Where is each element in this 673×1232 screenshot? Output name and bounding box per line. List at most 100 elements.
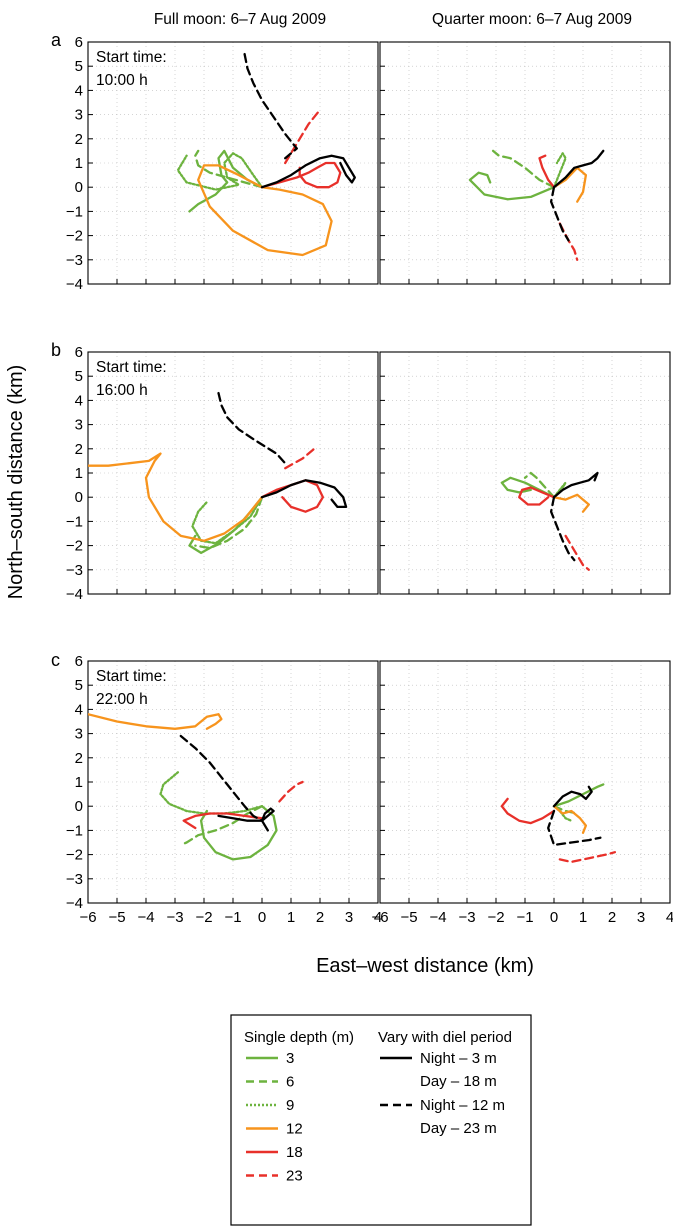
legend-single-title: Single depth (m) xyxy=(244,1029,354,1046)
series-line-12 xyxy=(552,166,588,203)
y-tick-label: 1 xyxy=(75,155,83,172)
series-group xyxy=(88,391,348,555)
series-line-night-3-m-day-18-m xyxy=(552,785,593,808)
legend-label: Night – 3 m xyxy=(420,1050,497,1067)
series-line-3 xyxy=(552,783,605,808)
series-line-6 xyxy=(523,471,556,499)
x-tick-label: 3 xyxy=(345,909,353,926)
y-tick-label: −1 xyxy=(66,822,83,839)
x-tick-label: −1 xyxy=(224,909,241,926)
y-tick-label: 5 xyxy=(75,677,83,694)
y-tick-label: 3 xyxy=(75,726,83,743)
series-line-12 xyxy=(197,164,333,257)
x-tick-label: 4 xyxy=(374,909,382,926)
y-tick-label: 2 xyxy=(75,131,83,148)
y-tick-label: 1 xyxy=(75,465,83,482)
panel-a-full: −4 −3 −2 −1 0 1 2 3 4 5 6 Start time: 10:00 h xyxy=(66,34,379,293)
x-tick-label: 4 xyxy=(666,909,673,926)
panel-a-quarter xyxy=(379,41,671,285)
series-line-3 xyxy=(188,496,264,555)
y-tick-label: 4 xyxy=(75,82,83,99)
series-line-9 xyxy=(552,152,567,189)
legend-vary-title: Vary with diel period xyxy=(378,1029,512,1046)
y-tick-label: 1 xyxy=(75,774,83,791)
series-line-18 xyxy=(518,486,556,506)
series-group xyxy=(468,149,605,261)
series-line-3 xyxy=(500,476,556,499)
series-line-12 xyxy=(552,805,588,834)
series-line-12 xyxy=(552,493,590,513)
start-time-label: 16:00 h xyxy=(96,382,148,399)
y-tick-label: −4 xyxy=(66,895,83,912)
series-line-night-12-m-day-23-m xyxy=(217,391,287,465)
y-tick-label: 6 xyxy=(75,344,83,361)
x-tick-label: 0 xyxy=(550,909,558,926)
panel-c-quarter: −6 −5 −4 −3 −2 −1 0 1 2 3 4 xyxy=(371,660,673,926)
panel-c-full: −4 −3 −2 −1 0 1 2 3 4 5 6 −6 −5 −4 −3 −2 −1 0 1 2 3 4 Start ti… xyxy=(66,653,382,926)
series-line-9 xyxy=(159,771,264,815)
start-time-label: 10:00 h xyxy=(96,72,148,89)
y-tick-label: −1 xyxy=(66,203,83,220)
series-line-night-12-m-day-23-m xyxy=(549,186,570,242)
x-tick-label: 1 xyxy=(287,909,295,926)
y-tick-label: 5 xyxy=(75,368,83,385)
y-tick-label: 0 xyxy=(75,798,83,815)
series-line-18 xyxy=(500,797,556,825)
x-tick-label: −4 xyxy=(137,909,154,926)
x-tick-label: −5 xyxy=(108,909,125,926)
y-tick-label: −4 xyxy=(66,586,83,603)
y-tick-label: 2 xyxy=(75,441,83,458)
series-line-23 xyxy=(284,447,316,470)
series-line-night-3-m-day-18-m xyxy=(260,479,348,509)
panel-b-quarter xyxy=(379,351,671,595)
y-tick-label: 3 xyxy=(75,417,83,434)
x-tick-label: 0 xyxy=(258,909,266,926)
start-time-label: Start time: xyxy=(96,359,167,376)
column-title-quarter-moon: Quarter moon: 6–7 Aug 2009 xyxy=(432,11,632,28)
series-group xyxy=(500,783,617,864)
y-tick-label: 5 xyxy=(75,58,83,75)
x-tick-label: −4 xyxy=(429,909,446,926)
start-time-label: 22:00 h xyxy=(96,691,148,708)
x-tick-label: −3 xyxy=(166,909,183,926)
row-letter-b: b xyxy=(51,340,61,360)
series-line-night-3-m-day-18-m xyxy=(217,807,275,832)
y-tick-label: −3 xyxy=(66,562,83,579)
y-tick-label: −2 xyxy=(66,538,83,555)
legend-label: Night – 12 m xyxy=(420,1097,505,1114)
series-group xyxy=(176,52,356,257)
x-tick-label: −2 xyxy=(195,909,212,926)
x-tick-label: −6 xyxy=(79,909,96,926)
legend-items: 3 6 9 12 18 23 Night – 3 m Day – 18 m Night – 12… xyxy=(246,1050,505,1185)
series-line-9 xyxy=(191,496,264,545)
series-line-night-12-m-day-23-m xyxy=(547,809,602,847)
y-tick-label: −4 xyxy=(66,276,83,293)
series-line-3 xyxy=(199,805,278,861)
legend-label: Day – 18 m xyxy=(420,1073,497,1090)
y-tick-label: 2 xyxy=(75,750,83,767)
x-tick-label: 2 xyxy=(316,909,324,926)
y-tick-label: −2 xyxy=(66,847,83,864)
legend-label: 23 xyxy=(286,1168,303,1185)
y-tick-label: 0 xyxy=(75,179,83,196)
y-tick-label: 6 xyxy=(75,653,83,670)
y-tick-label: 3 xyxy=(75,107,83,124)
y-tick-label: −3 xyxy=(66,871,83,888)
y-tick-label: 4 xyxy=(75,392,83,409)
legend-label: 18 xyxy=(286,1144,303,1161)
start-time-label: Start time: xyxy=(96,49,167,66)
x-tick-label: −3 xyxy=(458,909,475,926)
legend-label: 6 xyxy=(286,1074,294,1091)
series-line-6 xyxy=(194,149,264,189)
series-line-6 xyxy=(491,149,556,189)
series-line-9 xyxy=(176,152,264,191)
legend-label: 12 xyxy=(286,1121,303,1138)
series-group xyxy=(88,713,304,861)
series-group xyxy=(500,471,599,571)
series-line-23 xyxy=(284,108,322,165)
series-line-23 xyxy=(278,780,304,803)
series-line-6 xyxy=(194,496,264,550)
legend-label: Day – 23 m xyxy=(420,1120,497,1137)
